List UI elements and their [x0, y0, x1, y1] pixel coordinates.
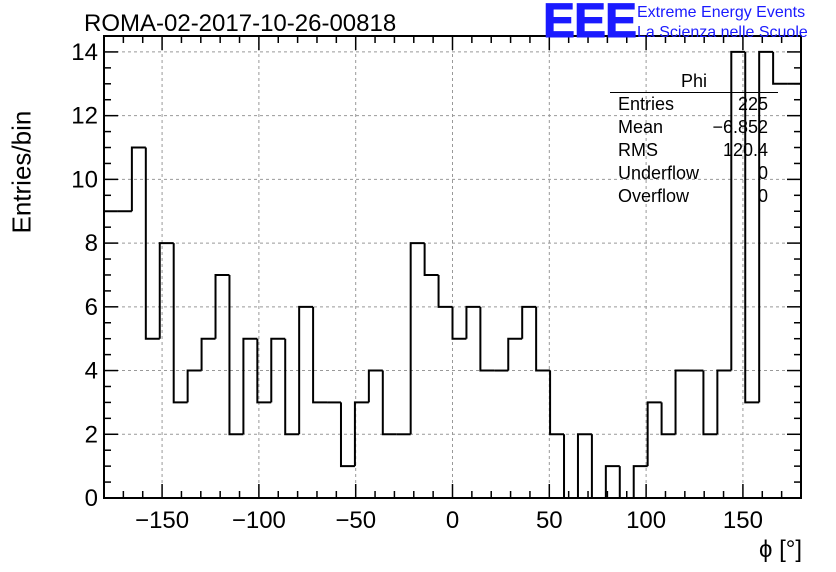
y-axis-ticks: 0 2 4 6 8 10 12 14: [71, 35, 801, 512]
histogram-bin: [465, 305, 481, 339]
histogram-bin: [172, 243, 188, 404]
histogram-bin: [270, 337, 286, 403]
histogram-bin: [228, 274, 244, 436]
histogram-bin: [367, 369, 383, 403]
y-tick-label: 12: [71, 103, 98, 130]
histogram-bin: [339, 402, 355, 468]
histogram-bin: [660, 402, 676, 436]
histogram-bin: [632, 465, 648, 498]
stats-row-mean: Mean −6.852: [610, 116, 778, 139]
chart-title: ROMA-02-2017-10-26-00818: [84, 10, 397, 37]
histogram-bin: [549, 370, 565, 436]
y-tick-label: 4: [85, 358, 98, 385]
histogram-bin: [144, 147, 160, 340]
stats-value: 120.4: [722, 140, 768, 160]
histogram-bin: [130, 146, 146, 212]
histogram-bin: [353, 401, 369, 467]
stats-key: Mean: [618, 117, 664, 137]
histogram-bin: [256, 338, 272, 404]
stats-row-rms: RMS 120.4: [610, 139, 778, 162]
eee-logo: EEE: [542, 0, 637, 48]
stats-value: 0: [757, 186, 768, 206]
histogram-bin: [437, 274, 453, 308]
histogram-bin: [298, 305, 314, 435]
stats-box: Phi Entries 225 Mean −6.852 RMS 120.4 Un…: [610, 70, 778, 208]
histogram-bin: [535, 306, 551, 372]
y-tick-label: 14: [71, 39, 98, 66]
x-tick-label: 150: [723, 507, 763, 534]
histogram-bin: [200, 337, 216, 371]
histogram-bin: [521, 305, 537, 339]
y-tick-label: 10: [71, 166, 98, 193]
stats-key: Overflow: [618, 186, 690, 206]
stats-row-underflow: Underflow 0: [610, 162, 778, 185]
histogram-bin: [242, 337, 258, 435]
histogram-series: [103, 50, 802, 499]
stats-title: Phi: [610, 70, 778, 93]
x-tick-label: −150: [135, 507, 189, 534]
histogram-bin: [646, 401, 662, 467]
histogram-bin: [381, 370, 397, 436]
stats-value: 0: [757, 163, 768, 183]
y-tick-label: 8: [85, 230, 98, 257]
logo-line-1: Extreme Energy Events: [637, 4, 806, 21]
histogram-bin: [214, 273, 230, 339]
histogram-bin: [772, 51, 788, 85]
stats-row-overflow: Overflow 0: [610, 185, 778, 208]
x-axis-ticks: −150 −100 −50 0 50 100 150: [103, 36, 802, 534]
eee-logo-text: Extreme Energy Events La Scienza nelle S…: [637, 3, 808, 43]
x-tick-label: 100: [626, 507, 666, 534]
stats-key: Underflow: [618, 163, 700, 183]
stats-value: −6.852: [712, 117, 768, 137]
histogram-bin: [758, 50, 774, 403]
stats-key: RMS: [618, 140, 658, 160]
y-tick-label: 6: [85, 294, 98, 321]
y-tick-label: 0: [85, 485, 98, 512]
histogram-bin: [576, 433, 592, 498]
x-tick-label: 0: [446, 507, 459, 534]
y-axis-label: Entries/bin: [6, 110, 37, 234]
histogram-bin: [312, 306, 328, 404]
histogram-bin: [730, 50, 746, 371]
histogram-bin: [590, 434, 606, 499]
histogram-bin: [409, 242, 425, 435]
histogram-bin: [702, 370, 718, 436]
x-axis-label: ϕ [°]: [758, 536, 802, 563]
histogram-bin: [744, 51, 760, 404]
histogram-bin: [479, 306, 495, 372]
stats-row-entries: Entries 225: [610, 93, 778, 116]
histogram-bin: [604, 465, 620, 498]
histogram-bin: [716, 369, 732, 435]
y-axis-label-wrap: Entries/bin: [2, 110, 42, 234]
logo-line-2: La Scienza nelle Scuole: [637, 24, 808, 41]
histogram-bin: [284, 338, 300, 436]
x-tick-label: −100: [232, 507, 286, 534]
histogram-bin: [507, 337, 523, 371]
histogram-bin: [563, 434, 578, 499]
histogram-bin: [451, 306, 467, 340]
x-tick-label: −50: [335, 507, 376, 534]
histogram-bin: [158, 242, 174, 339]
histogram-bin: [674, 369, 690, 435]
y-tick-label: 2: [85, 421, 98, 448]
stats-value: 225: [737, 94, 768, 114]
x-tick-label: 50: [536, 507, 563, 534]
histogram-bin: [186, 369, 202, 403]
stats-key: Entries: [618, 94, 675, 114]
histogram-bin: [423, 243, 439, 276]
